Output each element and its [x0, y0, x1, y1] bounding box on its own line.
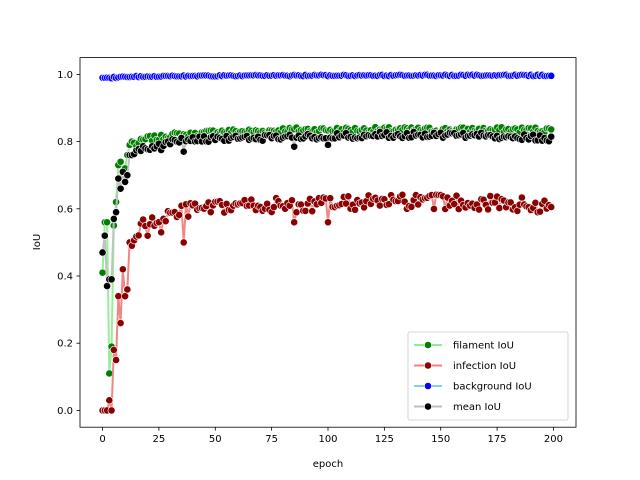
data-point: [344, 192, 353, 201]
data-point: [107, 275, 116, 284]
data-point: [121, 292, 129, 301]
legend-marker: [424, 382, 432, 390]
legend-marker: [424, 341, 432, 349]
legend: filament IoU infection IoU background IoU m…: [407, 331, 569, 421]
data-point: [118, 265, 127, 274]
data-point: [547, 71, 556, 80]
data-point: [308, 207, 317, 216]
data-point: [116, 157, 125, 166]
y-tick-label: 0.6: [57, 204, 73, 215]
data-point: [112, 208, 120, 217]
data-point: [351, 205, 359, 214]
data-point: [452, 191, 461, 200]
data-point: [475, 205, 483, 214]
data-point: [398, 190, 407, 199]
data-point: [290, 142, 299, 151]
data-point: [134, 231, 143, 240]
data-point: [179, 238, 188, 247]
data-point: [139, 215, 148, 224]
data-point: [112, 356, 120, 364]
data-point: [123, 171, 132, 180]
legend-label: mean IoU: [453, 402, 501, 413]
series-infection-iou: [98, 190, 556, 415]
data-point: [184, 212, 193, 221]
x-tick-label: 0: [99, 434, 105, 445]
data-point: [486, 192, 495, 200]
x-axis-label: epoch: [313, 459, 343, 470]
data-point: [157, 228, 166, 237]
data-point: [484, 205, 492, 214]
data-point: [301, 206, 310, 215]
x-tick-label: 175: [488, 434, 507, 445]
x-axis-ticks: 0 25 50 75 100 125 150 175 200: [99, 427, 563, 445]
data-point: [107, 406, 116, 415]
x-tick-label: 50: [209, 434, 222, 445]
data-point: [105, 396, 114, 405]
y-tick-label: 0.4: [57, 272, 73, 283]
data-point: [114, 292, 123, 301]
data-point: [375, 201, 384, 210]
data-point: [98, 268, 107, 277]
data-point: [161, 217, 170, 226]
series-layer: [98, 70, 556, 415]
data-point: [517, 193, 526, 202]
y-tick-label: 1.0: [57, 70, 73, 81]
data-point: [324, 218, 332, 227]
data-point: [288, 196, 296, 205]
data-point: [105, 369, 114, 378]
data-point: [495, 204, 504, 212]
data-point: [143, 231, 152, 240]
data-point: [103, 282, 111, 290]
data-point: [430, 205, 438, 213]
data-point: [116, 319, 125, 327]
data-point: [109, 346, 118, 354]
x-tick-label: 75: [265, 434, 278, 445]
data-point: [290, 218, 299, 227]
data-point: [450, 200, 459, 208]
data-point: [292, 208, 301, 217]
series-background-iou: [98, 70, 556, 83]
legend-label: filament IoU: [453, 341, 514, 352]
legend-marker: [424, 402, 432, 411]
data-point: [531, 198, 540, 207]
data-point: [547, 132, 556, 141]
x-tick-label: 150: [431, 434, 450, 445]
data-point: [148, 213, 157, 222]
legend-frame: [407, 331, 569, 421]
x-tick-label: 200: [544, 434, 563, 445]
y-axis-ticks: 0.0 0.2 0.4 0.6 0.8 1.0: [57, 70, 80, 417]
x-tick-label: 125: [375, 434, 394, 445]
data-point: [326, 194, 335, 203]
data-point: [100, 231, 109, 240]
data-point: [175, 211, 184, 219]
data-point: [121, 178, 129, 186]
legend-label: background IoU: [453, 382, 532, 393]
data-point: [506, 198, 515, 207]
legend-label: infection IoU: [453, 361, 516, 372]
data-point: [536, 207, 544, 216]
data-point: [116, 184, 125, 193]
y-axis-label: IoU: [32, 234, 43, 250]
data-point: [98, 248, 107, 257]
x-tick-label: 100: [318, 434, 337, 445]
data-point: [324, 141, 332, 149]
x-tick-label: 25: [153, 434, 166, 445]
data-point: [547, 203, 556, 211]
data-point: [206, 208, 215, 217]
y-tick-label: 0.0: [57, 406, 73, 417]
data-point: [179, 147, 188, 156]
legend-marker: [424, 361, 432, 370]
data-point: [123, 285, 132, 294]
data-point: [109, 214, 118, 223]
data-point: [407, 202, 416, 211]
data-point: [414, 200, 423, 209]
series-mean-iou: [98, 127, 556, 290]
y-tick-label: 0.8: [57, 137, 73, 148]
data-point: [547, 125, 556, 134]
data-point: [103, 218, 111, 227]
y-tick-label: 0.2: [57, 339, 73, 350]
data-point: [114, 174, 123, 183]
